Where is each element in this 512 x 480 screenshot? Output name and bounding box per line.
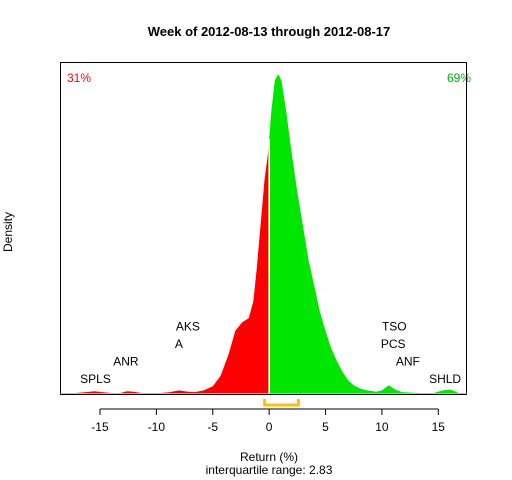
- annotation-pcs: PCS: [381, 337, 406, 351]
- annotation-spls: SPLS: [80, 372, 111, 386]
- negative-return-area: [75, 139, 270, 393]
- x-axis: -15 -10 -5 0 5 10 15: [91, 408, 446, 434]
- annotation-tso: TSO: [382, 320, 407, 334]
- iqr-bracket-line: [263, 399, 300, 407]
- x-tick-label: 0: [266, 420, 273, 434]
- plot-frame: [60, 62, 467, 395]
- annotation-anf: ANF: [396, 355, 420, 369]
- y-axis-label: Density: [1, 212, 15, 252]
- x-tick-label: -10: [148, 420, 166, 434]
- x-tick-label: -5: [207, 420, 218, 434]
- x-tick-label: 5: [322, 420, 329, 434]
- annotation-a: A: [175, 337, 183, 351]
- x-tick-label: -15: [91, 420, 109, 434]
- density-area-group: [75, 74, 459, 393]
- iqr-caption: interquartile range: 2.83: [206, 463, 333, 477]
- x-tick-label: 15: [432, 420, 446, 434]
- positive-share-label: 69%: [447, 71, 471, 85]
- x-tick-label: 10: [375, 420, 389, 434]
- annotation-aks: AKS: [176, 320, 200, 334]
- chart-title: Week of 2012-08-13 through 2012-08-17: [148, 24, 391, 39]
- positive-return-area: [269, 74, 459, 393]
- iqr-bracket: [263, 399, 300, 407]
- negative-share-label: 31%: [67, 71, 91, 85]
- annotation-shld: SHLD: [429, 372, 461, 386]
- annotation-anr: ANR: [113, 355, 139, 369]
- x-axis-label: Return (%): [240, 450, 298, 464]
